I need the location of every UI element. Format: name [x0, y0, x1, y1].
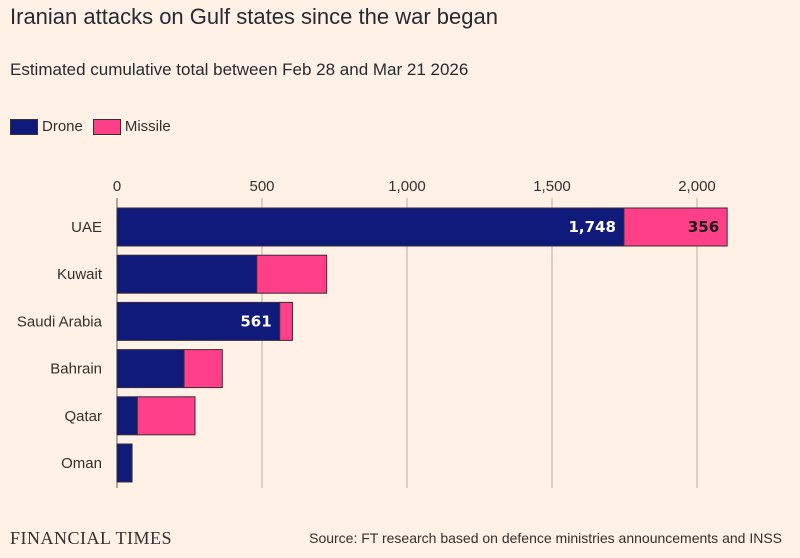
category-label: Oman — [61, 455, 102, 472]
legend-swatch-drone — [10, 118, 38, 135]
bar-missile — [183, 349, 223, 389]
bar-missile — [279, 301, 293, 341]
category-label: Qatar — [64, 408, 102, 425]
tick-label: 2,000 — [678, 178, 716, 195]
category-label: Saudi Arabia — [17, 313, 103, 330]
tick-label: 0 — [113, 178, 121, 195]
bar-drone — [116, 349, 185, 389]
source-note: Source: FT research based on defence min… — [309, 530, 782, 546]
ft-logo: FINANCIAL TIMES — [10, 528, 173, 548]
data-label: 356 — [688, 218, 719, 236]
bar-drone — [116, 301, 281, 341]
bar-drone — [116, 207, 625, 247]
tick-label: 500 — [249, 178, 274, 195]
bar-missile — [256, 254, 328, 294]
data-label: 1,748 — [568, 218, 615, 236]
bar-drone — [116, 396, 138, 436]
bar-missile — [136, 396, 196, 436]
legend-label-missile: Missile — [124, 118, 171, 135]
tick-label: 1,500 — [533, 178, 571, 195]
bar-missile — [623, 207, 728, 247]
tick-label: 1,000 — [388, 178, 426, 195]
category-label: UAE — [71, 219, 102, 236]
legend-label-drone: Drone — [42, 118, 83, 135]
legend-swatch-missile — [92, 118, 121, 135]
legend: Drone Missile — [10, 118, 171, 135]
data-label: 561 — [240, 312, 271, 330]
bar-drone — [116, 443, 133, 483]
chart-subtitle: Estimated cumulative total between Feb 2… — [10, 60, 469, 79]
chart-title: Iranian attacks on Gulf states since the… — [10, 4, 498, 29]
bar-drone — [116, 254, 258, 294]
category-label: Bahrain — [50, 361, 102, 378]
category-label: Kuwait — [57, 266, 103, 283]
